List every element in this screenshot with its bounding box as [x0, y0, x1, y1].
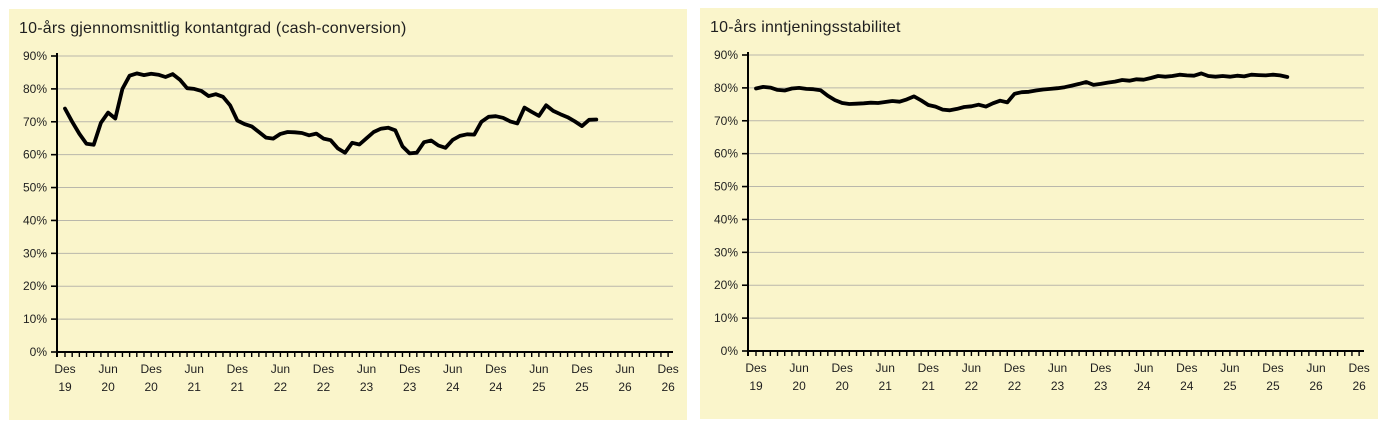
y-tick-label: 20%	[23, 279, 47, 293]
x-tick-month-label: Des	[1262, 361, 1283, 375]
y-tick-label: 90%	[23, 49, 47, 63]
x-tick-month-label: Des	[485, 362, 506, 376]
x-tick-year-label: 22	[1008, 379, 1022, 393]
x-tick-month-label: Jun	[98, 362, 117, 376]
x-tick-month-label: Des	[1348, 361, 1369, 375]
x-tick-month-label: Jun	[1048, 361, 1067, 375]
x-tick-month-label: Jun	[357, 362, 376, 376]
x-tick-year-label: 23	[403, 380, 417, 394]
x-tick-year-label: 20	[101, 380, 115, 394]
series-line	[63, 71, 599, 156]
x-tick-year-label: 23	[1094, 379, 1108, 393]
y-tick-label: 30%	[714, 245, 738, 259]
x-tick-year-label: 23	[360, 380, 374, 394]
earnings-stability-chart-title: 10-års inntjeningsstabilitet	[710, 19, 901, 36]
y-tick-label: 40%	[23, 213, 47, 227]
x-tick-year-label: 20	[144, 380, 158, 394]
y-tick-label: 20%	[714, 278, 738, 292]
y-tick-label: 70%	[23, 115, 47, 129]
x-tick-month-label: Des	[657, 362, 678, 376]
x-tick-month-label: Jun	[529, 362, 548, 376]
y-tick-label: 10%	[23, 312, 47, 326]
y-tick-label: 0%	[30, 345, 48, 359]
y-tick-label: 50%	[714, 180, 738, 194]
x-tick-year-label: 25	[532, 380, 546, 394]
x-tick-year-label: 21	[188, 380, 202, 394]
x-tick-year-label: 26	[1352, 379, 1366, 393]
x-tick-year-label: 22	[274, 380, 288, 394]
x-tick-year-label: 21	[231, 380, 245, 394]
cash-conversion-chart: 0% 10% 20% 30% 40% 50% 60% 70% 80% 90% Des 19 Jun 20 D…	[23, 49, 679, 394]
x-tick-year-label: 24	[1180, 379, 1194, 393]
x-tick-month-label: Jun	[876, 361, 895, 375]
x-tick-month-label: Des	[571, 362, 592, 376]
x-tick-year-label: 26	[661, 380, 675, 394]
y-tick-label: 60%	[714, 147, 738, 161]
y-tick-label: 0%	[721, 344, 739, 358]
x-tick-month-label: Des	[227, 362, 248, 376]
x-tick-year-label: 23	[1051, 379, 1065, 393]
x-tick-month-label: Des	[54, 362, 75, 376]
y-tick-label: 80%	[714, 81, 738, 95]
x-tick-month-label: Jun	[443, 362, 462, 376]
x-tick-month-label: Jun	[1220, 361, 1239, 375]
x-tick-year-label: 26	[1309, 379, 1323, 393]
x-tick-year-label: 24	[446, 380, 460, 394]
x-tick-month-label: Des	[1176, 361, 1197, 375]
y-tick-label: 80%	[23, 82, 47, 96]
x-tick-month-label: Des	[399, 362, 420, 376]
x-tick-month-label: Des	[140, 362, 161, 376]
x-tick-month-label: Jun	[271, 362, 290, 376]
y-tick-label: 40%	[714, 212, 738, 226]
x-tick-year-label: 24	[489, 380, 503, 394]
x-tick-year-label: 24	[1137, 379, 1151, 393]
y-tick-label: 70%	[714, 114, 738, 128]
x-tick-month-label: Jun	[789, 361, 808, 375]
x-tick-year-label: 20	[835, 379, 849, 393]
x-tick-month-label: Des	[313, 362, 334, 376]
x-tick-month-label: Jun	[1306, 361, 1325, 375]
x-tick-year-label: 20	[792, 379, 806, 393]
x-tick-month-label: Des	[1004, 361, 1025, 375]
x-tick-year-label: 26	[618, 380, 632, 394]
x-tick-year-label: 25	[575, 380, 589, 394]
x-tick-month-label: Jun	[615, 362, 634, 376]
chart-panel-cash-conversion: 0% 10% 20% 30% 40% 50% 60% 70% 80% 90% Des 19 Jun 20 D…	[9, 9, 687, 420]
cash-conversion-chart-title: 10-års gjennomsnittlig kontantgrad (cash…	[19, 20, 407, 37]
x-tick-month-label: Jun	[185, 362, 204, 376]
x-tick-year-label: 19	[58, 380, 72, 394]
x-tick-year-label: 25	[1266, 379, 1280, 393]
chart-panel-earnings-stability: 0% 10% 20% 30% 40% 50% 60% 70% 80% 90% Des 19 Jun 20 D…	[700, 8, 1378, 419]
y-tick-label: 10%	[714, 311, 738, 325]
x-tick-year-label: 21	[922, 379, 936, 393]
x-tick-month-label: Jun	[1134, 361, 1153, 375]
y-tick-label: 60%	[23, 148, 47, 162]
series-line	[754, 71, 1290, 113]
x-tick-year-label: 25	[1223, 379, 1237, 393]
x-tick-year-label: 19	[749, 379, 763, 393]
y-tick-label: 90%	[714, 48, 738, 62]
x-tick-year-label: 22	[965, 379, 979, 393]
x-tick-month-label: Des	[1090, 361, 1111, 375]
y-tick-label: 50%	[23, 181, 47, 195]
x-tick-year-label: 21	[879, 379, 893, 393]
y-tick-label: 30%	[23, 246, 47, 260]
x-tick-month-label: Des	[831, 361, 852, 375]
x-tick-month-label: Des	[745, 361, 766, 375]
x-tick-year-label: 22	[317, 380, 331, 394]
x-tick-month-label: Des	[918, 361, 939, 375]
x-tick-month-label: Jun	[962, 361, 981, 375]
earnings-stability-chart: 0% 10% 20% 30% 40% 50% 60% 70% 80% 90% Des 19 Jun 20 D…	[714, 48, 1370, 393]
